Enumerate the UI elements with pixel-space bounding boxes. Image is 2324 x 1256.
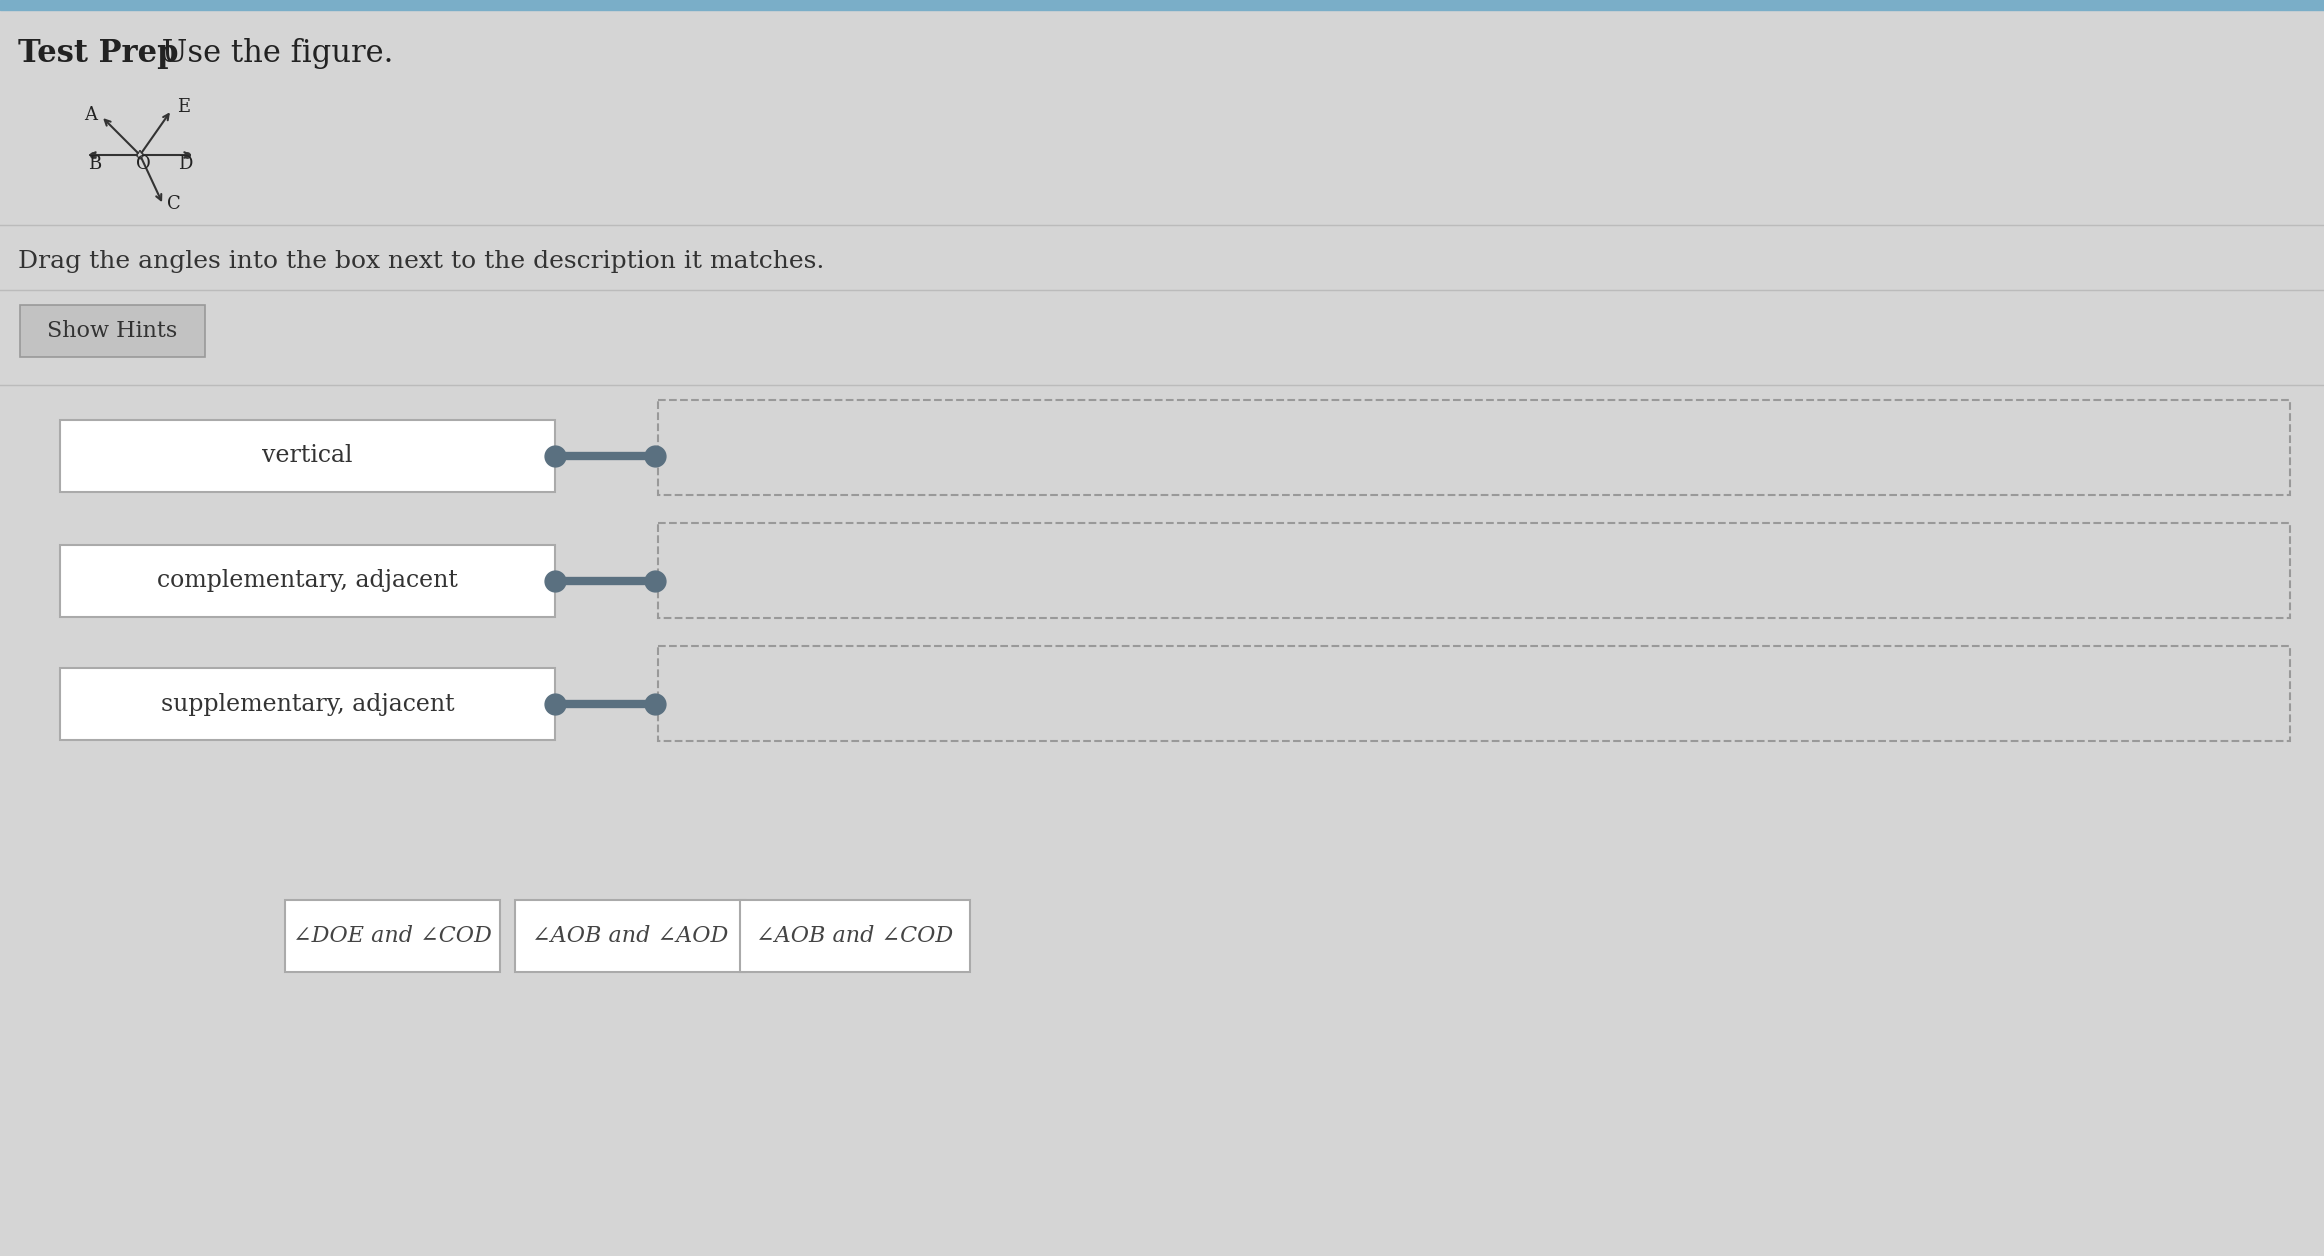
Bar [0, 290, 2324, 386]
Bar [60, 668, 555, 740]
Text: supplementary, adjacent: supplementary, adjacent [160, 692, 453, 716]
Text: ∠AOB and ∠COD: ∠AOB and ∠COD [755, 924, 953, 947]
Text: ∠DOE and ∠COD: ∠DOE and ∠COD [293, 924, 493, 947]
Text: complementary, adjacent: complementary, adjacent [158, 569, 458, 593]
Text: Use the figure.: Use the figure. [151, 38, 393, 69]
Text: C: C [167, 195, 181, 212]
Text: vertical: vertical [263, 445, 353, 467]
Text: Test Prep: Test Prep [19, 38, 179, 69]
Bar [658, 399, 2289, 495]
Bar [60, 420, 555, 492]
Text: Drag the angles into the box next to the description it matches.: Drag the angles into the box next to the… [19, 250, 825, 273]
Text: ∠AOB and ∠AOD: ∠AOB and ∠AOD [532, 924, 727, 947]
Bar [516, 901, 746, 972]
Text: Show Hints: Show Hints [46, 320, 177, 342]
Bar [21, 305, 205, 357]
Bar [0, 0, 2324, 10]
Bar [60, 545, 555, 617]
Text: D: D [179, 154, 193, 173]
Bar [286, 901, 500, 972]
Bar [658, 646, 2289, 741]
Text: O: O [135, 154, 151, 173]
Text: B: B [88, 154, 102, 173]
Bar [658, 522, 2289, 618]
Bar [739, 901, 969, 972]
Text: A: A [84, 106, 98, 124]
Text: E: E [177, 98, 191, 116]
